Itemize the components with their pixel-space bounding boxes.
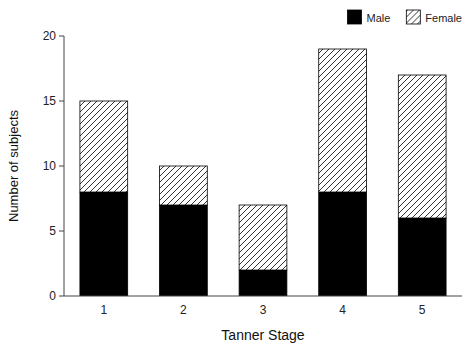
y-tick (59, 231, 64, 232)
y-tick-label: 5 (49, 224, 56, 238)
bar (398, 218, 446, 296)
y-tick (59, 101, 64, 102)
x-tick-label: 2 (180, 303, 187, 317)
y-tick-label: 0 (49, 289, 56, 303)
y-axis-label: Number of subjects (6, 110, 21, 222)
bar (319, 49, 367, 192)
bar (80, 192, 128, 296)
x-tick-label: 5 (419, 303, 426, 317)
x-axis (64, 296, 462, 297)
x-tick-label: 1 (100, 303, 107, 317)
bar (239, 205, 287, 270)
y-axis (64, 36, 65, 296)
bar (319, 192, 367, 296)
x-tick-label: 4 (339, 303, 346, 317)
chart: 0 5 10 15 20 1 2 3 4 5 Tanner Stage Number of subje… (0, 0, 474, 350)
bar (160, 166, 208, 205)
y-tick-label: 20 (43, 29, 57, 43)
y-tick (59, 296, 64, 297)
bars (80, 49, 446, 296)
bar (80, 101, 128, 192)
x-tick-label: 3 (260, 303, 267, 317)
bar (239, 270, 287, 296)
legend-swatch (347, 10, 361, 24)
legend-swatch (406, 10, 420, 24)
y-tick-label: 15 (43, 94, 57, 108)
legend-label: Female (425, 12, 462, 24)
y-tick-label: 10 (43, 159, 57, 173)
y-tick (59, 166, 64, 167)
bar (398, 75, 446, 218)
legend-label: Male (366, 12, 390, 24)
y-tick (59, 36, 64, 37)
legend: Male Female (347, 10, 462, 24)
x-axis-label: Tanner Stage (221, 327, 304, 343)
bar (160, 205, 208, 296)
